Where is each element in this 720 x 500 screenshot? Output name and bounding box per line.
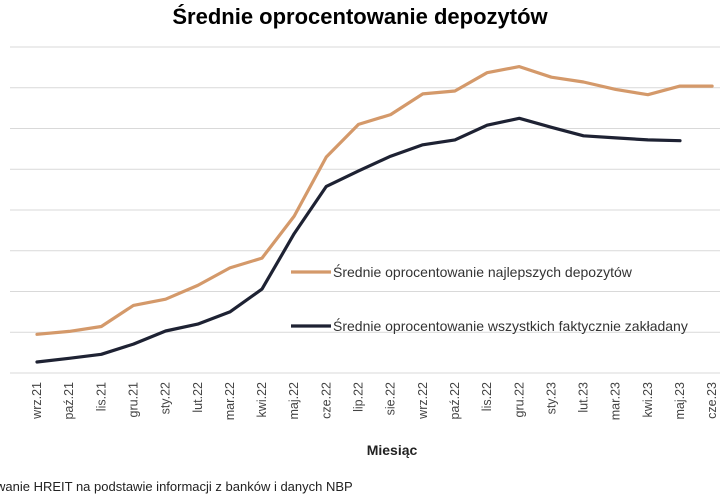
x-tick-label: mar.23 xyxy=(609,382,623,420)
x-tick-label: paź.22 xyxy=(448,382,462,420)
x-tick-label: kwi.22 xyxy=(255,382,269,417)
x-tick-label: lut.22 xyxy=(191,382,205,413)
x-tick-label: kwi.23 xyxy=(641,382,655,417)
x-tick-label: sty.22 xyxy=(159,382,173,414)
x-tick-label: cze.23 xyxy=(705,382,719,419)
x-tick-label: gru.21 xyxy=(126,382,140,417)
legend-label-2: Średnie oprocentowanie wszystkich faktyc… xyxy=(333,317,688,334)
x-tick-label: sty.23 xyxy=(544,382,558,414)
legend-label-1: Średnie oprocentowanie najlepszych depoz… xyxy=(333,263,633,280)
series-lines xyxy=(35,64,714,364)
x-tick-label: mar.22 xyxy=(223,382,237,420)
x-tick-label: cze.22 xyxy=(319,382,333,419)
x-tick-label: wrz.21 xyxy=(30,382,44,420)
x-tick-label: maj.23 xyxy=(673,382,687,420)
x-tick-label: paź.21 xyxy=(62,382,76,420)
x-tick-label: gru.22 xyxy=(512,382,526,417)
x-tick-label: wrz.22 xyxy=(416,382,430,420)
series-line-2 xyxy=(35,116,682,364)
x-tick-label: sie.22 xyxy=(384,382,398,415)
x-tick-label: maj.22 xyxy=(287,382,301,420)
x-axis-title: Miesiąc xyxy=(367,442,418,458)
series-line-1 xyxy=(35,64,714,336)
x-tick-label: lip.22 xyxy=(352,382,366,412)
x-tick-label: lis.22 xyxy=(480,382,494,411)
x-tick-label: lis.21 xyxy=(94,382,108,411)
x-axis-ticks: wrz.21 paź.21 lis.21 gru.21 sty.22 lut.22 mar.… xyxy=(30,382,719,420)
x-tick-label: lut.23 xyxy=(577,382,591,413)
chart-title: Średnie oprocentowanie depozytów xyxy=(172,4,548,29)
legend: Średnie oprocentowanie najlepszych depoz… xyxy=(291,263,688,334)
source-note: wanie HREIT na podstawie informacji z ba… xyxy=(0,479,353,494)
